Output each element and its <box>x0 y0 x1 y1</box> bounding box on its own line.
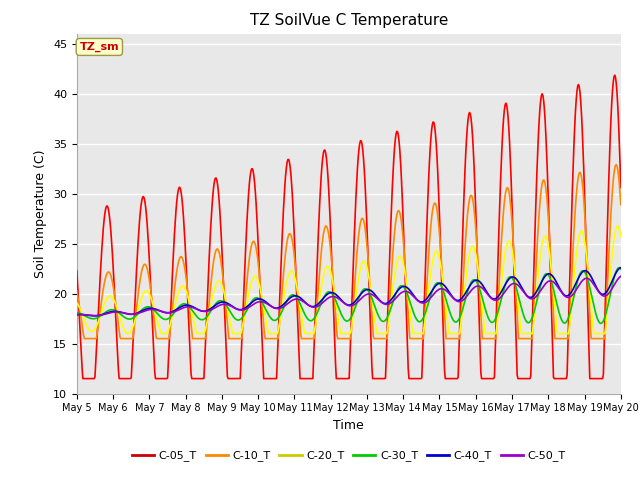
X-axis label: Time: Time <box>333 419 364 432</box>
Title: TZ SoilVue C Temperature: TZ SoilVue C Temperature <box>250 13 448 28</box>
Text: TZ_sm: TZ_sm <box>79 42 119 52</box>
Legend: C-05_T, C-10_T, C-20_T, C-30_T, C-40_T, C-50_T: C-05_T, C-10_T, C-20_T, C-30_T, C-40_T, … <box>127 446 570 466</box>
Y-axis label: Soil Temperature (C): Soil Temperature (C) <box>35 149 47 278</box>
